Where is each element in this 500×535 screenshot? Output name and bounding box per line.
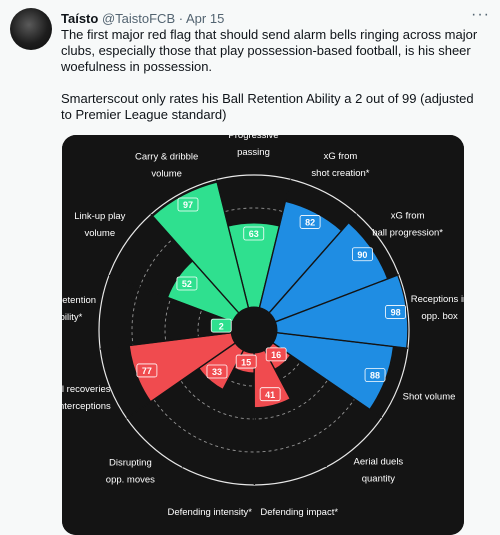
avatar[interactable] [10, 8, 52, 50]
data-label: 41 [265, 390, 275, 400]
tweet-paragraph-1: The first major red flag that should sen… [61, 27, 486, 75]
data-label: 88 [370, 371, 380, 381]
data-label: 77 [142, 366, 152, 376]
tweet-card[interactable]: Taísto @TaistoFCB · Apr 15 ··· The first… [0, 0, 500, 523]
tweet-header: Taísto @TaistoFCB · Apr 15 [61, 11, 224, 26]
display-name[interactable]: Taísto [61, 11, 98, 26]
separator: · [179, 11, 183, 26]
data-label: 52 [182, 279, 192, 289]
data-label: 82 [305, 218, 315, 228]
tweet-text: The first major red flag that should sen… [61, 27, 486, 139]
tweet-paragraph-2: Smarterscout only rates his Ball Retenti… [61, 91, 486, 123]
data-label: 2 [219, 321, 224, 331]
data-label: 97 [183, 200, 193, 210]
category-label: Defending intensity* [167, 507, 252, 518]
handle[interactable]: @TaistoFCB [102, 11, 175, 26]
category-label: Shot volume [403, 391, 456, 402]
category-label: Defending impact* [260, 507, 338, 518]
data-label: 63 [249, 229, 259, 239]
data-label: 33 [212, 367, 222, 377]
more-horizontal-icon[interactable]: ··· [471, 6, 490, 24]
timestamp[interactable]: Apr 15 [186, 11, 224, 26]
data-label: 15 [241, 357, 251, 367]
data-label: 90 [357, 250, 367, 260]
data-label: 16 [271, 350, 281, 360]
data-label: 98 [391, 308, 401, 318]
chart-center-hole [231, 307, 277, 353]
